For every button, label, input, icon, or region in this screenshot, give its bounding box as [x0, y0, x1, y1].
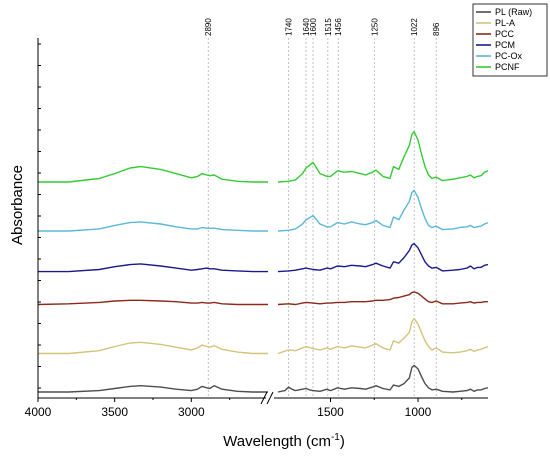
x-axis-title: Wavelength (cm-1) [223, 432, 345, 450]
legend-label: PCNF [495, 62, 520, 72]
x-axis-tick-label: 3000 [178, 405, 205, 419]
peak-marker-label: 896 [432, 22, 441, 36]
series-line [37, 299, 268, 306]
legend-box [472, 3, 548, 77]
peak-marker-label: 1640 [302, 18, 311, 36]
legend-label: PCC [495, 29, 515, 39]
legend-label: PCM [495, 40, 515, 50]
peak-marker-label: 1456 [334, 18, 343, 36]
series-line [38, 341, 268, 355]
series-line [277, 291, 488, 306]
series-line [277, 317, 489, 355]
x-axis-tick-label: 1500 [317, 405, 344, 419]
axis-break-mark [266, 391, 274, 405]
series-line [277, 242, 489, 273]
axis-layer: 4000 3500 3000 1500 1000 [25, 38, 488, 419]
series-line [277, 130, 489, 183]
x-axis-title-superscript: -1 [331, 432, 340, 443]
series-layer [37, 130, 489, 393]
series-line [38, 221, 268, 232]
x-axis-tick-label: 1000 [405, 405, 432, 419]
peak-marker-label: 1740 [285, 18, 294, 36]
legend-label: PL-A [495, 18, 515, 28]
axis-break-mark [260, 391, 268, 405]
legend-label: PC-Ox [495, 51, 523, 61]
x-axis-tick-label: 3500 [101, 405, 128, 419]
peak-marker-label: 1515 [324, 18, 333, 36]
peak-marker-label: 2890 [204, 18, 213, 36]
series-line [38, 385, 268, 393]
series-line [277, 189, 489, 232]
peak-marker-label: 1250 [370, 18, 379, 36]
y-axis-title: Absorbance [9, 165, 26, 245]
series-line [38, 165, 268, 183]
peak-marker-label: 1022 [410, 18, 419, 36]
peak-marker-label: 1600 [309, 18, 318, 36]
series-line [277, 364, 489, 393]
x-axis-tick-label: 4000 [25, 405, 52, 419]
series-line [38, 263, 268, 273]
legend-label: PL (Raw) [495, 7, 532, 17]
x-axis-title-close: ) [340, 433, 345, 450]
x-axis-title-main: Wavelength (cm [223, 433, 331, 450]
